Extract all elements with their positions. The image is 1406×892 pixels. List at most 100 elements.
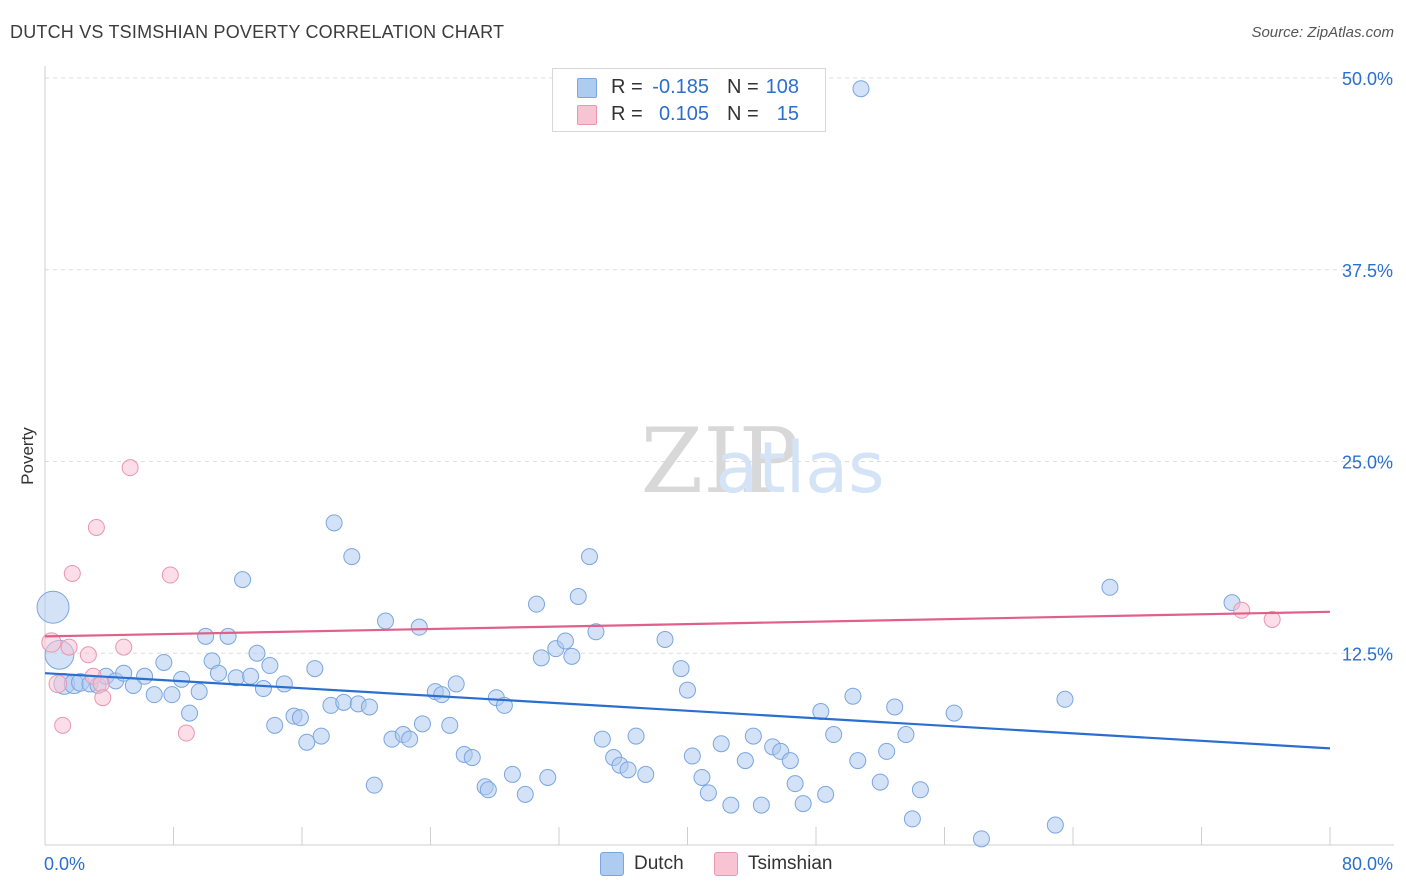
- dutch-point: [136, 667, 154, 685]
- dutch-point: [683, 747, 701, 765]
- dutch-point: [539, 769, 557, 787]
- tsimshian-point: [48, 674, 68, 694]
- dutch-point: [306, 660, 324, 678]
- dutch-point: [794, 795, 812, 813]
- dutch-point: [190, 683, 208, 701]
- correlation-legend: R = -0.185 N = 108 R = 0.105 N = 15: [552, 68, 826, 132]
- tsimshian-point: [41, 632, 62, 653]
- dutch-point: [656, 630, 674, 648]
- dutch-point: [463, 749, 481, 767]
- y-tick-label: 12.5%: [1342, 644, 1393, 664]
- dutch-point: [569, 587, 587, 605]
- dutch-point: [503, 765, 521, 783]
- dutch-point: [145, 686, 163, 704]
- chart-title: DUTCH VS TSIMSHIAN POVERTY CORRELATION C…: [10, 22, 505, 42]
- dutch-point: [209, 664, 227, 682]
- dutch-point: [844, 687, 862, 705]
- dutch-point: [871, 773, 889, 791]
- dutch-point: [325, 514, 343, 532]
- tsimshian-trend-line: [44, 610, 1331, 638]
- dutch-point: [495, 696, 513, 714]
- dutch-point: [945, 704, 963, 722]
- legend-n-value: 108: [765, 75, 799, 98]
- legend-r-label: R =: [611, 75, 643, 98]
- dutch-point: [447, 675, 465, 693]
- dutch-point: [699, 784, 717, 802]
- dutch-point: [587, 623, 605, 641]
- legend-n-value: 15: [776, 102, 799, 125]
- dutch-point: [1101, 578, 1119, 596]
- dutch-point: [298, 733, 316, 751]
- dutch-point: [849, 752, 867, 770]
- dutch-point: [343, 548, 361, 566]
- dutch-point: [1056, 690, 1074, 708]
- tsimshian-point: [63, 564, 81, 582]
- source-label: Source: ZipAtlas.com: [1251, 24, 1394, 41]
- dutch-point: [173, 670, 191, 688]
- dutch-point: [219, 627, 237, 645]
- tsimshian-point: [177, 724, 195, 742]
- dutch-point: [532, 649, 550, 667]
- dutch-point: [155, 653, 173, 671]
- dutch-point: [261, 657, 279, 675]
- dutch-point: [736, 752, 754, 770]
- dutch-point: [479, 781, 497, 799]
- trend-lines: [44, 610, 1331, 750]
- legend-n-label: N =: [727, 75, 759, 98]
- tsimshian-point: [60, 638, 78, 656]
- dutch-point: [897, 726, 915, 744]
- dutch-point: [254, 680, 272, 698]
- tsimshian-point: [1233, 601, 1251, 619]
- x-tick-label: 80.0%: [1342, 854, 1393, 874]
- dutch-point: [291, 709, 309, 727]
- dutch-point: [563, 647, 581, 665]
- dutch-point: [1046, 816, 1064, 834]
- dutch-point: [722, 796, 740, 814]
- dutch-point: [360, 698, 378, 716]
- dutch-point: [781, 752, 799, 770]
- dutch-point: [878, 742, 896, 760]
- dutch-point: [825, 726, 843, 744]
- dutch-trend-line: [44, 672, 1331, 750]
- y-tick-label: 25.0%: [1342, 453, 1393, 473]
- dutch-point: [242, 667, 260, 685]
- legend-r-label: R =: [611, 102, 643, 125]
- legend-r-value: -0.185: [652, 75, 709, 98]
- dutch-point: [401, 730, 419, 748]
- dutch-point: [197, 627, 215, 645]
- data-points: [36, 80, 1281, 848]
- tsimshian-point: [1263, 611, 1281, 629]
- dutch-point: [581, 548, 599, 566]
- tsimshian-point: [94, 689, 112, 707]
- dutch-point: [619, 761, 637, 779]
- dutch-point: [266, 716, 284, 734]
- dutch-point: [972, 830, 990, 848]
- dutch-point: [903, 810, 921, 828]
- tsimshian-point: [79, 646, 97, 664]
- dutch-point: [817, 785, 835, 803]
- dutch-point: [712, 735, 730, 753]
- y-tick-label: 50.0%: [1342, 69, 1393, 89]
- dutch-point: [234, 571, 252, 589]
- tick-labels: 12.5% 25.0% 37.5% 50.0% 0.0% 80.0%: [44, 69, 1393, 874]
- dutch-swatch: [600, 852, 624, 876]
- dutch-point: [36, 590, 70, 624]
- dutch-point: [752, 796, 770, 814]
- dutch-point: [852, 80, 870, 98]
- tsimshian-point: [121, 459, 139, 477]
- dutch-point: [886, 698, 904, 716]
- dutch-point: [693, 769, 711, 787]
- dutch-point: [786, 775, 804, 793]
- dutch-point: [413, 715, 431, 733]
- grid-lines: [45, 77, 1394, 654]
- tsimshian-point: [161, 566, 179, 584]
- tsimshian-label: Tsimshian: [748, 853, 833, 874]
- tsimshian-point: [54, 716, 72, 734]
- dutch-point: [672, 660, 690, 678]
- tsimshian-point: [87, 518, 105, 536]
- dutch-label: Dutch: [634, 853, 684, 874]
- legend-swatch-dutch: [577, 78, 597, 98]
- bottom-legend-dutch: Dutch: [600, 852, 684, 876]
- dutch-point: [556, 632, 574, 650]
